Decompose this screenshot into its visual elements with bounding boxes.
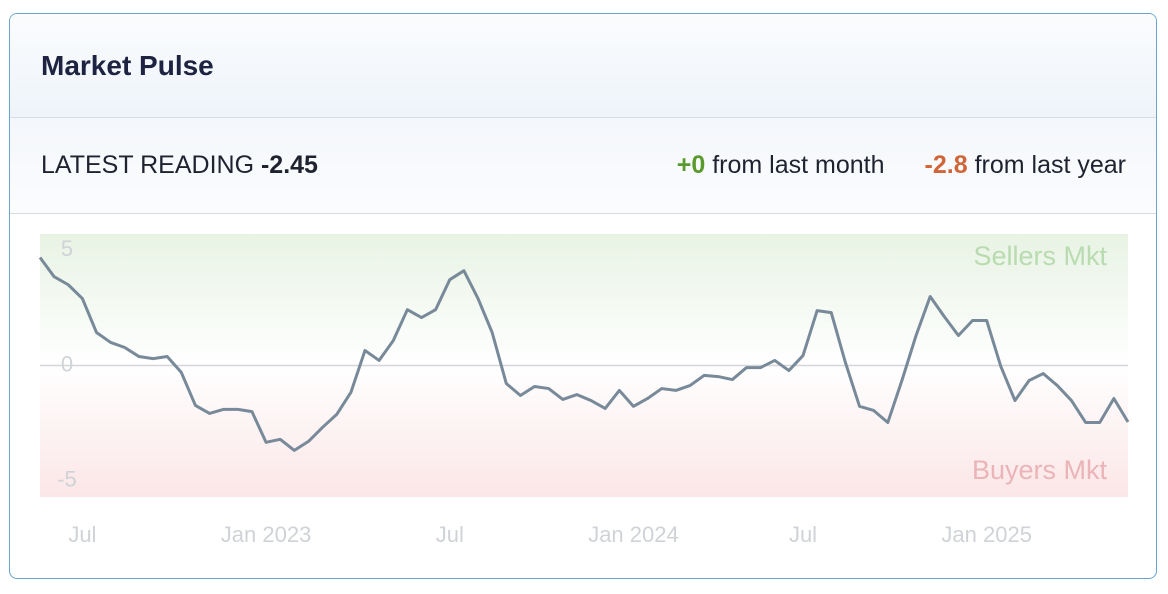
latest-label: LATEST READING — [41, 151, 255, 179]
data-line — [38, 256, 1130, 452]
y-tick-label: -5 — [57, 467, 77, 492]
year-change: -2.8 — [924, 151, 968, 179]
month-text: from last month — [712, 151, 885, 179]
x-tick-label: Jan 2024 — [588, 522, 679, 547]
y-tick-label: 0 — [61, 351, 73, 376]
x-tick-label: Jan 2023 — [221, 522, 312, 547]
card: Market Pulse LATEST READING -2.45 +0 fro… — [9, 13, 1157, 579]
x-tick-label: Jan 2025 — [941, 522, 1032, 547]
month-change: +0 — [676, 151, 706, 179]
latest-value: -2.45 — [260, 151, 318, 179]
x-tick-label: Jul — [68, 522, 96, 547]
x-tick-label: Jul — [436, 522, 464, 547]
x-tick-label: Jul — [789, 522, 817, 547]
card-header: Market Pulse — [10, 14, 1156, 118]
card-title: Market Pulse — [41, 49, 214, 81]
stats-row: LATEST READING -2.45 +0 from last month … — [10, 118, 1156, 214]
year-text: from last year — [974, 151, 1126, 179]
zone-label: Buyers Mkt — [972, 455, 1108, 485]
zone-label: Sellers Mkt — [973, 241, 1107, 271]
y-tick-label: 5 — [61, 236, 73, 261]
